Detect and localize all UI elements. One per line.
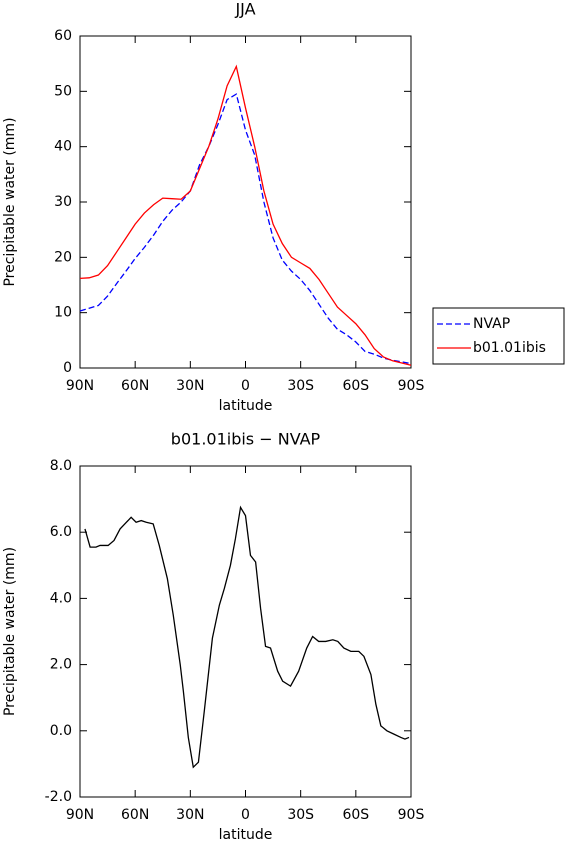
y-axis-label: Precipitable water (mm) bbox=[2, 547, 18, 716]
y-tick-label: 60 bbox=[54, 28, 72, 44]
y-tick-label: 2.0 bbox=[50, 657, 72, 673]
y-tick-label: -2.0 bbox=[45, 789, 72, 805]
x-tick-label: 90N bbox=[66, 378, 94, 394]
chart-title: JJA bbox=[234, 0, 255, 19]
x-tick-label: 90N bbox=[66, 807, 94, 823]
y-tick-label: 40 bbox=[54, 139, 72, 155]
x-tick-label: 90S bbox=[398, 378, 425, 394]
chart-title: b01.01ibis − NVAP bbox=[171, 430, 321, 449]
y-tick-label: 8.0 bbox=[50, 458, 72, 474]
legend-box bbox=[432, 307, 565, 365]
y-tick-label: 0 bbox=[63, 360, 72, 376]
y-tick-label: 10 bbox=[54, 305, 72, 321]
y-tick-label: 4.0 bbox=[50, 590, 72, 606]
y-tick-label: 30 bbox=[54, 194, 72, 210]
x-tick-label: 60N bbox=[121, 807, 149, 823]
plot-frame bbox=[79, 35, 412, 369]
x-tick-label: 30N bbox=[176, 378, 204, 394]
data-line bbox=[79, 64, 412, 366]
legend-label: b01.01ibis bbox=[473, 340, 546, 356]
x-tick-label: 0 bbox=[241, 807, 250, 823]
x-tick-label: 60S bbox=[342, 378, 369, 394]
y-tick-label: 20 bbox=[54, 249, 72, 265]
x-tick-label: 0 bbox=[241, 378, 250, 394]
x-axis-label: latitude bbox=[219, 398, 273, 414]
y-tick-label: 6.0 bbox=[50, 524, 72, 540]
x-tick-label: 30S bbox=[287, 378, 314, 394]
y-axis-label: Precipitable water (mm) bbox=[2, 117, 18, 286]
x-tick-label: 30S bbox=[287, 807, 314, 823]
legend-label: NVAP bbox=[473, 316, 510, 332]
y-tick-label: 0.0 bbox=[50, 723, 72, 739]
x-axis-label: latitude bbox=[219, 827, 273, 843]
y-tick-label: 50 bbox=[54, 83, 72, 99]
data-line bbox=[79, 93, 412, 365]
x-tick-label: 60N bbox=[121, 378, 149, 394]
x-tick-label: 60S bbox=[342, 807, 369, 823]
x-tick-label: 30N bbox=[176, 807, 204, 823]
x-tick-label: 90S bbox=[398, 807, 425, 823]
data-line bbox=[84, 505, 410, 769]
